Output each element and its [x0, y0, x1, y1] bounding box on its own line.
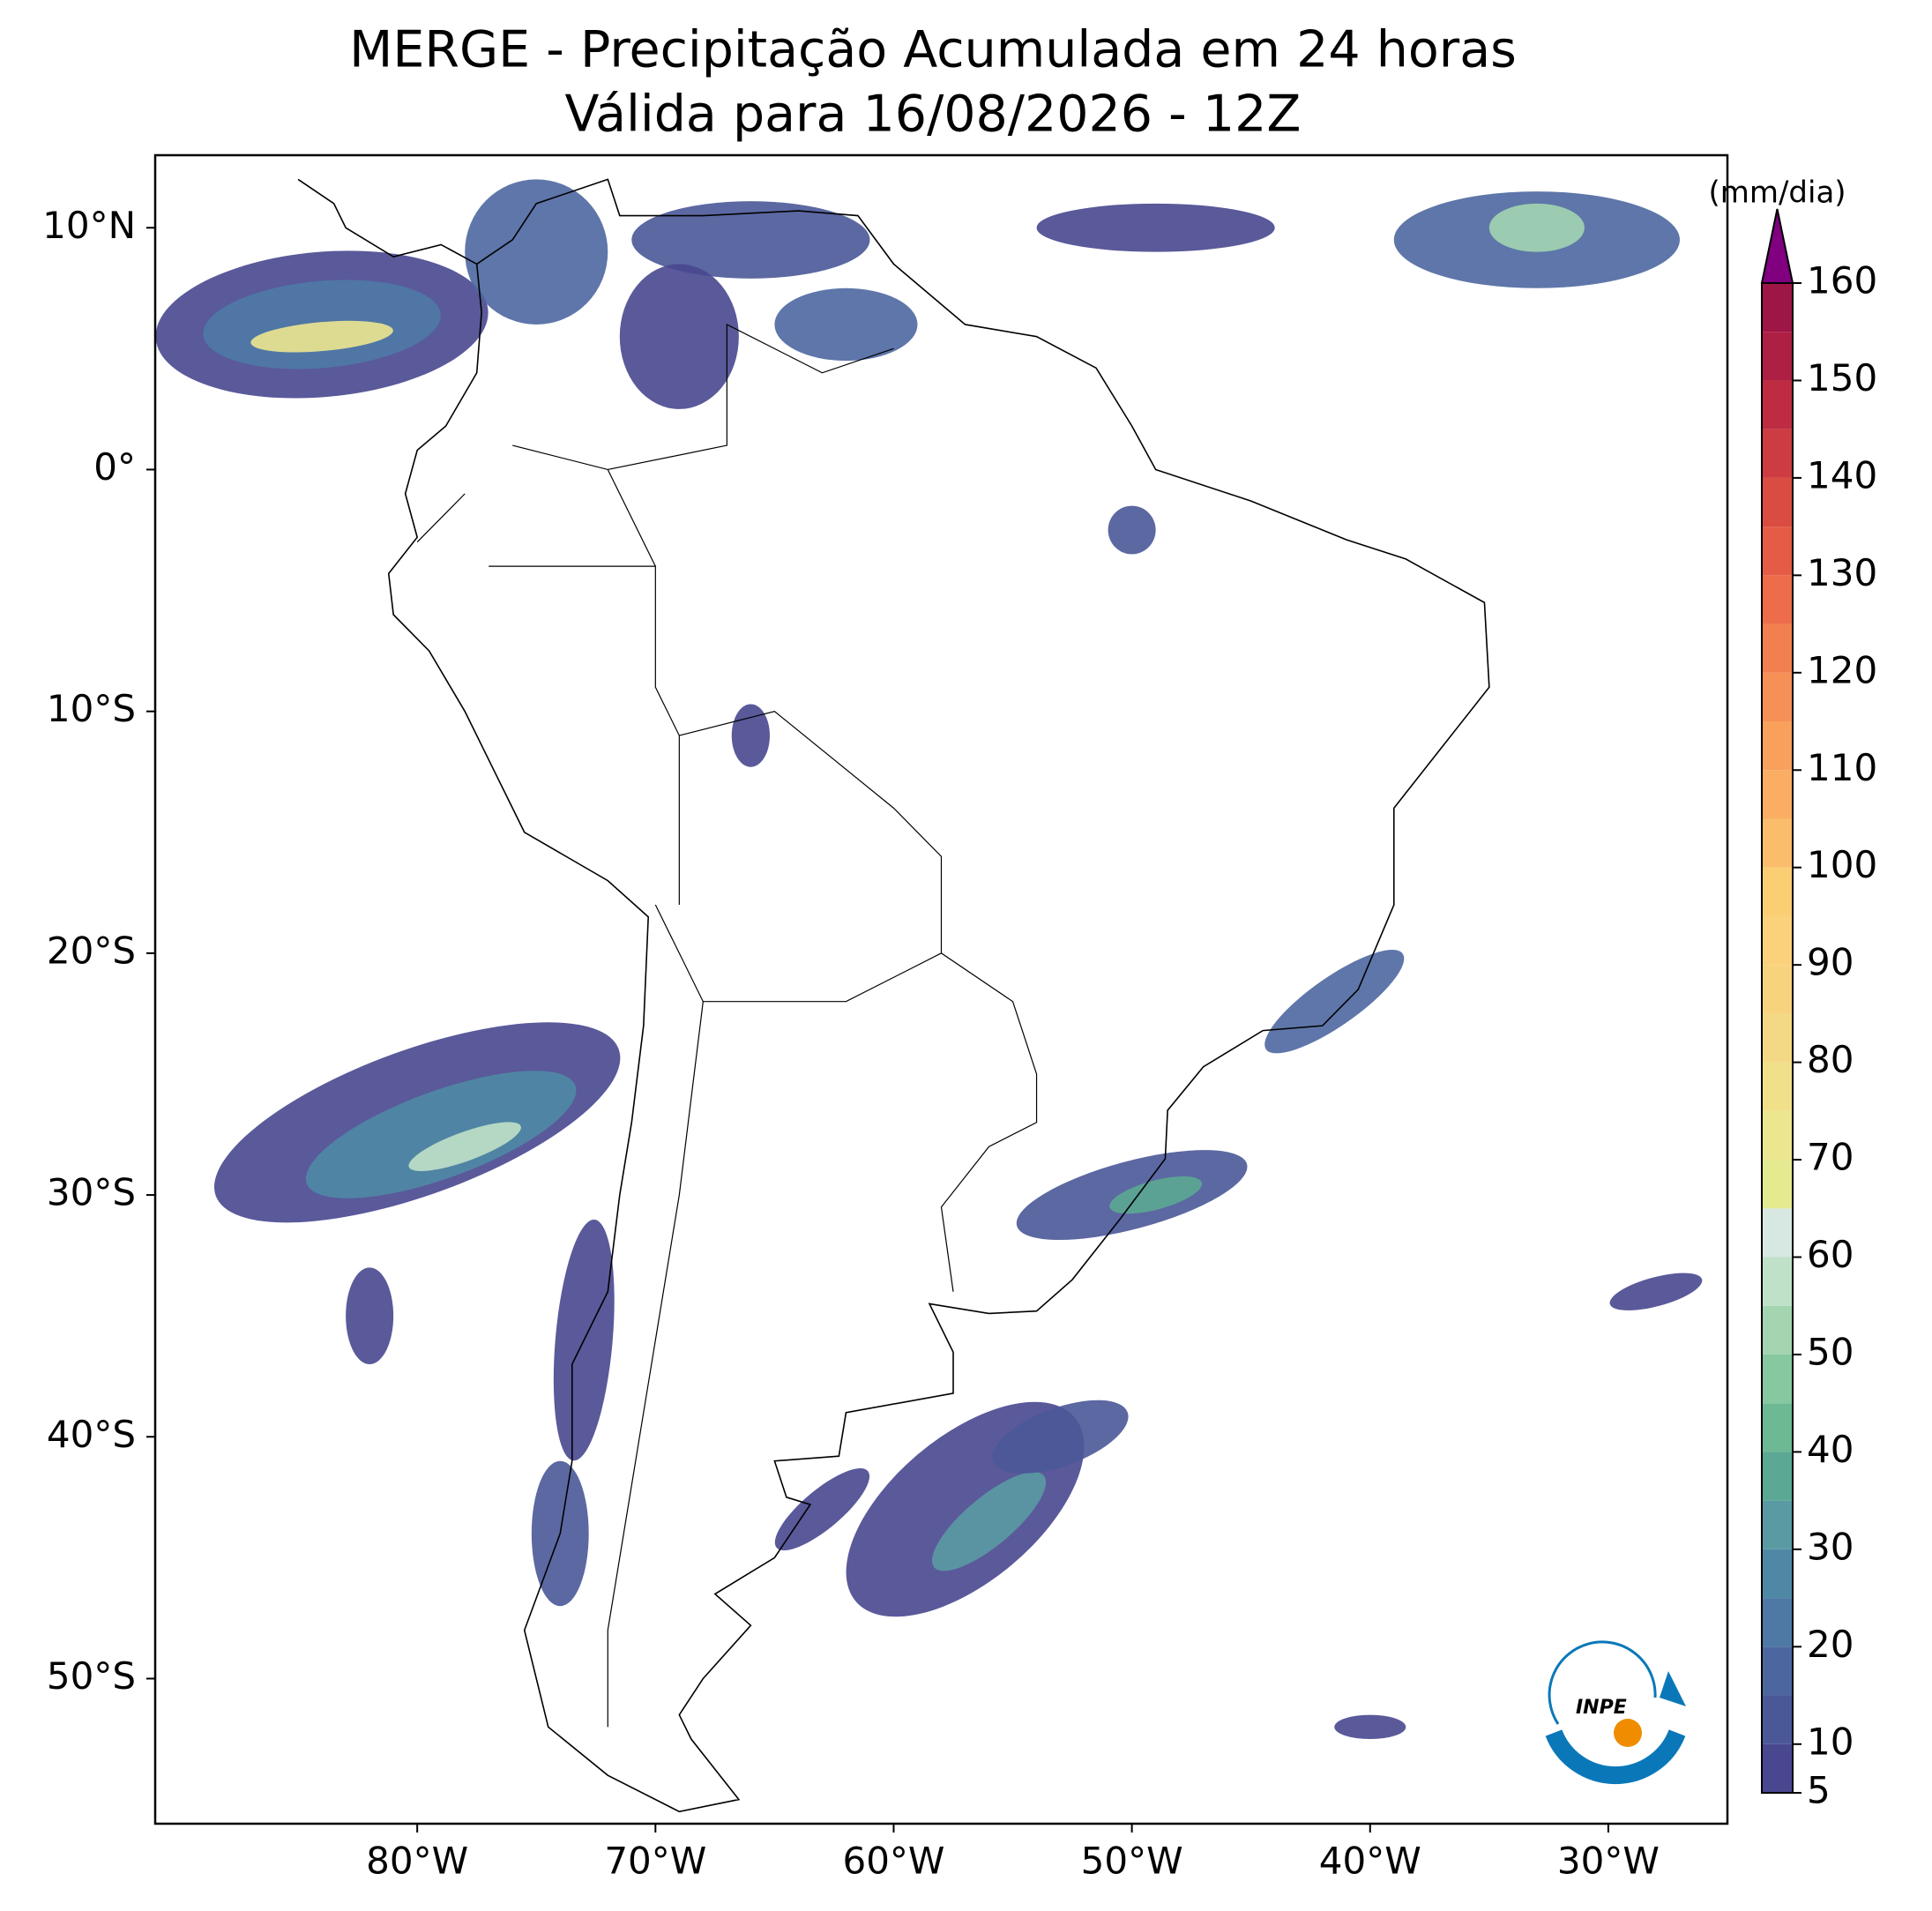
colorbar-label: (mm/dia) [1708, 175, 1846, 211]
border [654, 904, 1038, 1292]
colorbar-tick-label: 160 [1807, 259, 1877, 302]
precip-area [774, 1467, 870, 1551]
colorbar-band [1762, 332, 1793, 381]
logo-swoosh [1545, 1729, 1686, 1785]
colorbar-tick-label: 10 [1807, 1720, 1854, 1763]
colorbar-tick-label: 70 [1807, 1136, 1854, 1179]
precip-area [992, 1400, 1129, 1474]
y-tick-label: 50°S [47, 1654, 136, 1698]
logo-arrow [1660, 1671, 1686, 1706]
colorbar-frame [1761, 282, 1794, 1794]
colorbar-band [1762, 818, 1793, 868]
map-frame [153, 153, 1729, 1825]
colorbar-tick-label: 20 [1807, 1623, 1854, 1666]
precip-area [1334, 1714, 1406, 1740]
precip-area [1488, 203, 1585, 252]
colorbar-band [1762, 672, 1793, 722]
colorbar-band [1762, 429, 1793, 478]
x-tick-label: 70°W [604, 1840, 706, 1883]
colorbar-tick-label: 110 [1807, 746, 1877, 789]
colorbar-band [1762, 1354, 1793, 1404]
colorbar-tick-label: 80 [1807, 1038, 1854, 1081]
y-tick-label: 30°S [47, 1171, 136, 1214]
colorbar-tick-label: 60 [1807, 1233, 1854, 1276]
y-tick-label: 20°S [47, 929, 136, 972]
precip-area [774, 287, 918, 362]
colorbar-band [1762, 1743, 1793, 1793]
colorbar-band [1762, 1695, 1793, 1744]
logo-sun [1614, 1719, 1642, 1747]
colorbar: 5 10 20 30 40 50 60 70 80 90 100 110 120 130 140 150 160… [1708, 175, 1877, 1812]
colorbar-tick-label: 100 [1807, 843, 1877, 886]
precip-area [305, 1071, 577, 1198]
colorbar-band [1762, 1598, 1793, 1647]
colorbar-tick-label: 140 [1807, 453, 1877, 496]
colorbar-tick-label: 40 [1807, 1428, 1854, 1471]
colorbar-band [1762, 1452, 1793, 1501]
colorbar-band [1762, 623, 1793, 673]
colorbar-band [1762, 721, 1793, 771]
colorbar-band [1762, 1160, 1793, 1209]
y-tick-label: 0° [93, 445, 136, 489]
colorbar-band [1762, 380, 1793, 429]
colorbar-band [1762, 1013, 1793, 1063]
colorbar-band [1762, 1403, 1793, 1452]
map-subtitle: Válida para 16/08/2026 - 12Z [565, 86, 1302, 144]
x-tick-label: 60°W [842, 1840, 944, 1883]
x-tick-label: 40°W [1319, 1840, 1421, 1883]
colorbar-band [1762, 965, 1793, 1014]
precip-area [346, 1267, 394, 1365]
precip-area [250, 320, 393, 353]
colorbar-tick-label: 50 [1807, 1330, 1854, 1373]
precip-area [631, 201, 870, 279]
colorbar-band [1762, 526, 1793, 576]
x-tick-label: 30°W [1557, 1840, 1660, 1883]
inpe-logo: INPE [1545, 1640, 1686, 1785]
colorbar-band [1762, 1646, 1793, 1696]
logo-orbit [1548, 1640, 1657, 1725]
precip-area [465, 179, 608, 325]
border [608, 323, 894, 471]
colorbar-band [1762, 477, 1793, 527]
coastline [297, 178, 1490, 1813]
colorbar-band [1762, 1257, 1793, 1306]
colorbar-tick-label: 30 [1807, 1525, 1854, 1568]
x-tick-label: 80°W [366, 1840, 468, 1883]
colorbar-band [1762, 915, 1793, 966]
map-title: MERGE - Precipitação Acumulada em 24 hor… [349, 21, 1517, 79]
y-tick-label: 10°N [42, 204, 136, 247]
border [416, 493, 466, 543]
colorbar-band [1762, 1500, 1793, 1549]
colorbar-band [1762, 1062, 1793, 1111]
axes: 80°W 70°W 60°W 50°W 40°W 30°W 10°N 0° 10°S 20°S 30… [42, 204, 1660, 1883]
colorbar-band [1762, 1110, 1793, 1161]
precip-area [1108, 505, 1156, 555]
colorbar-band [1762, 770, 1793, 819]
colorbar-band [1762, 1208, 1793, 1258]
colorbar-tick-label: 150 [1807, 356, 1877, 399]
y-tick-label: 40°S [47, 1413, 136, 1456]
map-area [155, 178, 1703, 1813]
precip-area [1109, 1176, 1202, 1214]
precip-area [619, 264, 739, 409]
y-tick-label: 10°S [47, 687, 136, 730]
x-tick-label: 50°W [1081, 1840, 1183, 1883]
colorbar-tick-label: 120 [1807, 648, 1877, 691]
border [512, 444, 656, 567]
precip-area [408, 1122, 521, 1172]
colorbar-band [1762, 575, 1793, 624]
colorbar-tick-label: 5 [1807, 1769, 1831, 1812]
colorbar-tick-label: 130 [1807, 551, 1877, 594]
border [607, 1001, 704, 1728]
colorbar-band [1762, 283, 1793, 332]
precip-area [931, 1472, 1047, 1571]
colorbar-band [1762, 867, 1793, 916]
logo-text: INPE [1576, 1697, 1627, 1719]
colorbar-band [1762, 1305, 1793, 1355]
precip-area [1609, 1273, 1703, 1310]
colorbar-tick-label: 90 [1807, 941, 1854, 984]
colorbar-band [1762, 1549, 1793, 1599]
precip-area [1036, 203, 1275, 252]
